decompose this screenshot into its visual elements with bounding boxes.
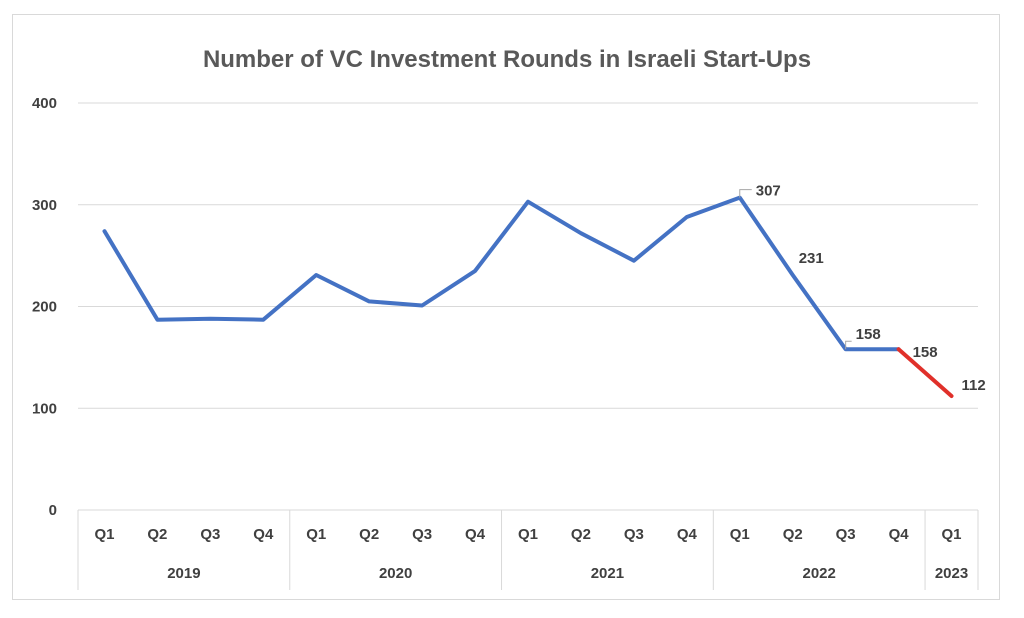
data-label: 112 (962, 377, 986, 394)
data-label-leader (739, 189, 752, 198)
series-line-2 (896, 347, 954, 398)
x-tick-label: Q3 (200, 526, 220, 543)
x-tick-label: Q1 (942, 526, 962, 543)
x-tick-label: Q2 (783, 526, 803, 543)
chart-frame: Number of VC Investment Rounds in Israel… (12, 14, 1000, 600)
data-label: 158 (913, 344, 938, 361)
y-tick-label: 400 (32, 95, 57, 112)
series-lines (102, 195, 954, 398)
x-tick-label: Q3 (624, 526, 644, 543)
x-group-label: 2023 (935, 565, 968, 582)
x-tick-label: Q4 (889, 526, 910, 543)
x-tick-label: Q2 (147, 526, 167, 543)
x-tick-label: Q4 (677, 526, 698, 543)
x-tick-label: Q4 (465, 526, 486, 543)
line-chart: Number of VC Investment Rounds in Israel… (32, 46, 986, 590)
x-group-label: 2020 (379, 565, 412, 582)
x-tick-label: Q1 (94, 526, 114, 543)
x-axis: Q1 Q2 Q3 Q4 Q1 Q2 Q3 Q4 Q1 Q2 Q3 Q4 Q1 Q2 Q3 Q4 Q1 2019 20… (77, 510, 979, 590)
y-tick-label: 300 (32, 197, 57, 214)
y-tick-label: 0 (49, 502, 57, 519)
x-tick-label: Q1 (306, 526, 326, 543)
data-label: 231 (799, 250, 824, 267)
x-tick-label: Q1 (518, 526, 538, 543)
x-tick-label: Q2 (359, 526, 379, 543)
series-line-1 (102, 195, 901, 352)
x-tick-label: Q3 (412, 526, 432, 543)
y-axis-ticks: 0 100 200 300 400 (32, 95, 57, 519)
data-labels: 307 231 158 158 112 (739, 183, 986, 394)
x-tick-label: Q2 (571, 526, 591, 543)
x-tick-label: Q4 (253, 526, 274, 543)
gridlines (78, 102, 978, 511)
y-tick-label: 200 (32, 299, 57, 316)
x-group-label: 2019 (167, 565, 200, 582)
data-label-leader (845, 340, 852, 350)
x-group-label: 2021 (591, 565, 624, 582)
chart-title: Number of VC Investment Rounds in Israel… (203, 46, 811, 73)
data-label: 307 (756, 183, 781, 200)
x-tick-label: Q1 (730, 526, 750, 543)
x-tick-label: Q3 (836, 526, 856, 543)
y-tick-label: 100 (32, 400, 57, 417)
x-group-label: 2022 (802, 565, 835, 582)
data-label: 158 (856, 326, 881, 343)
